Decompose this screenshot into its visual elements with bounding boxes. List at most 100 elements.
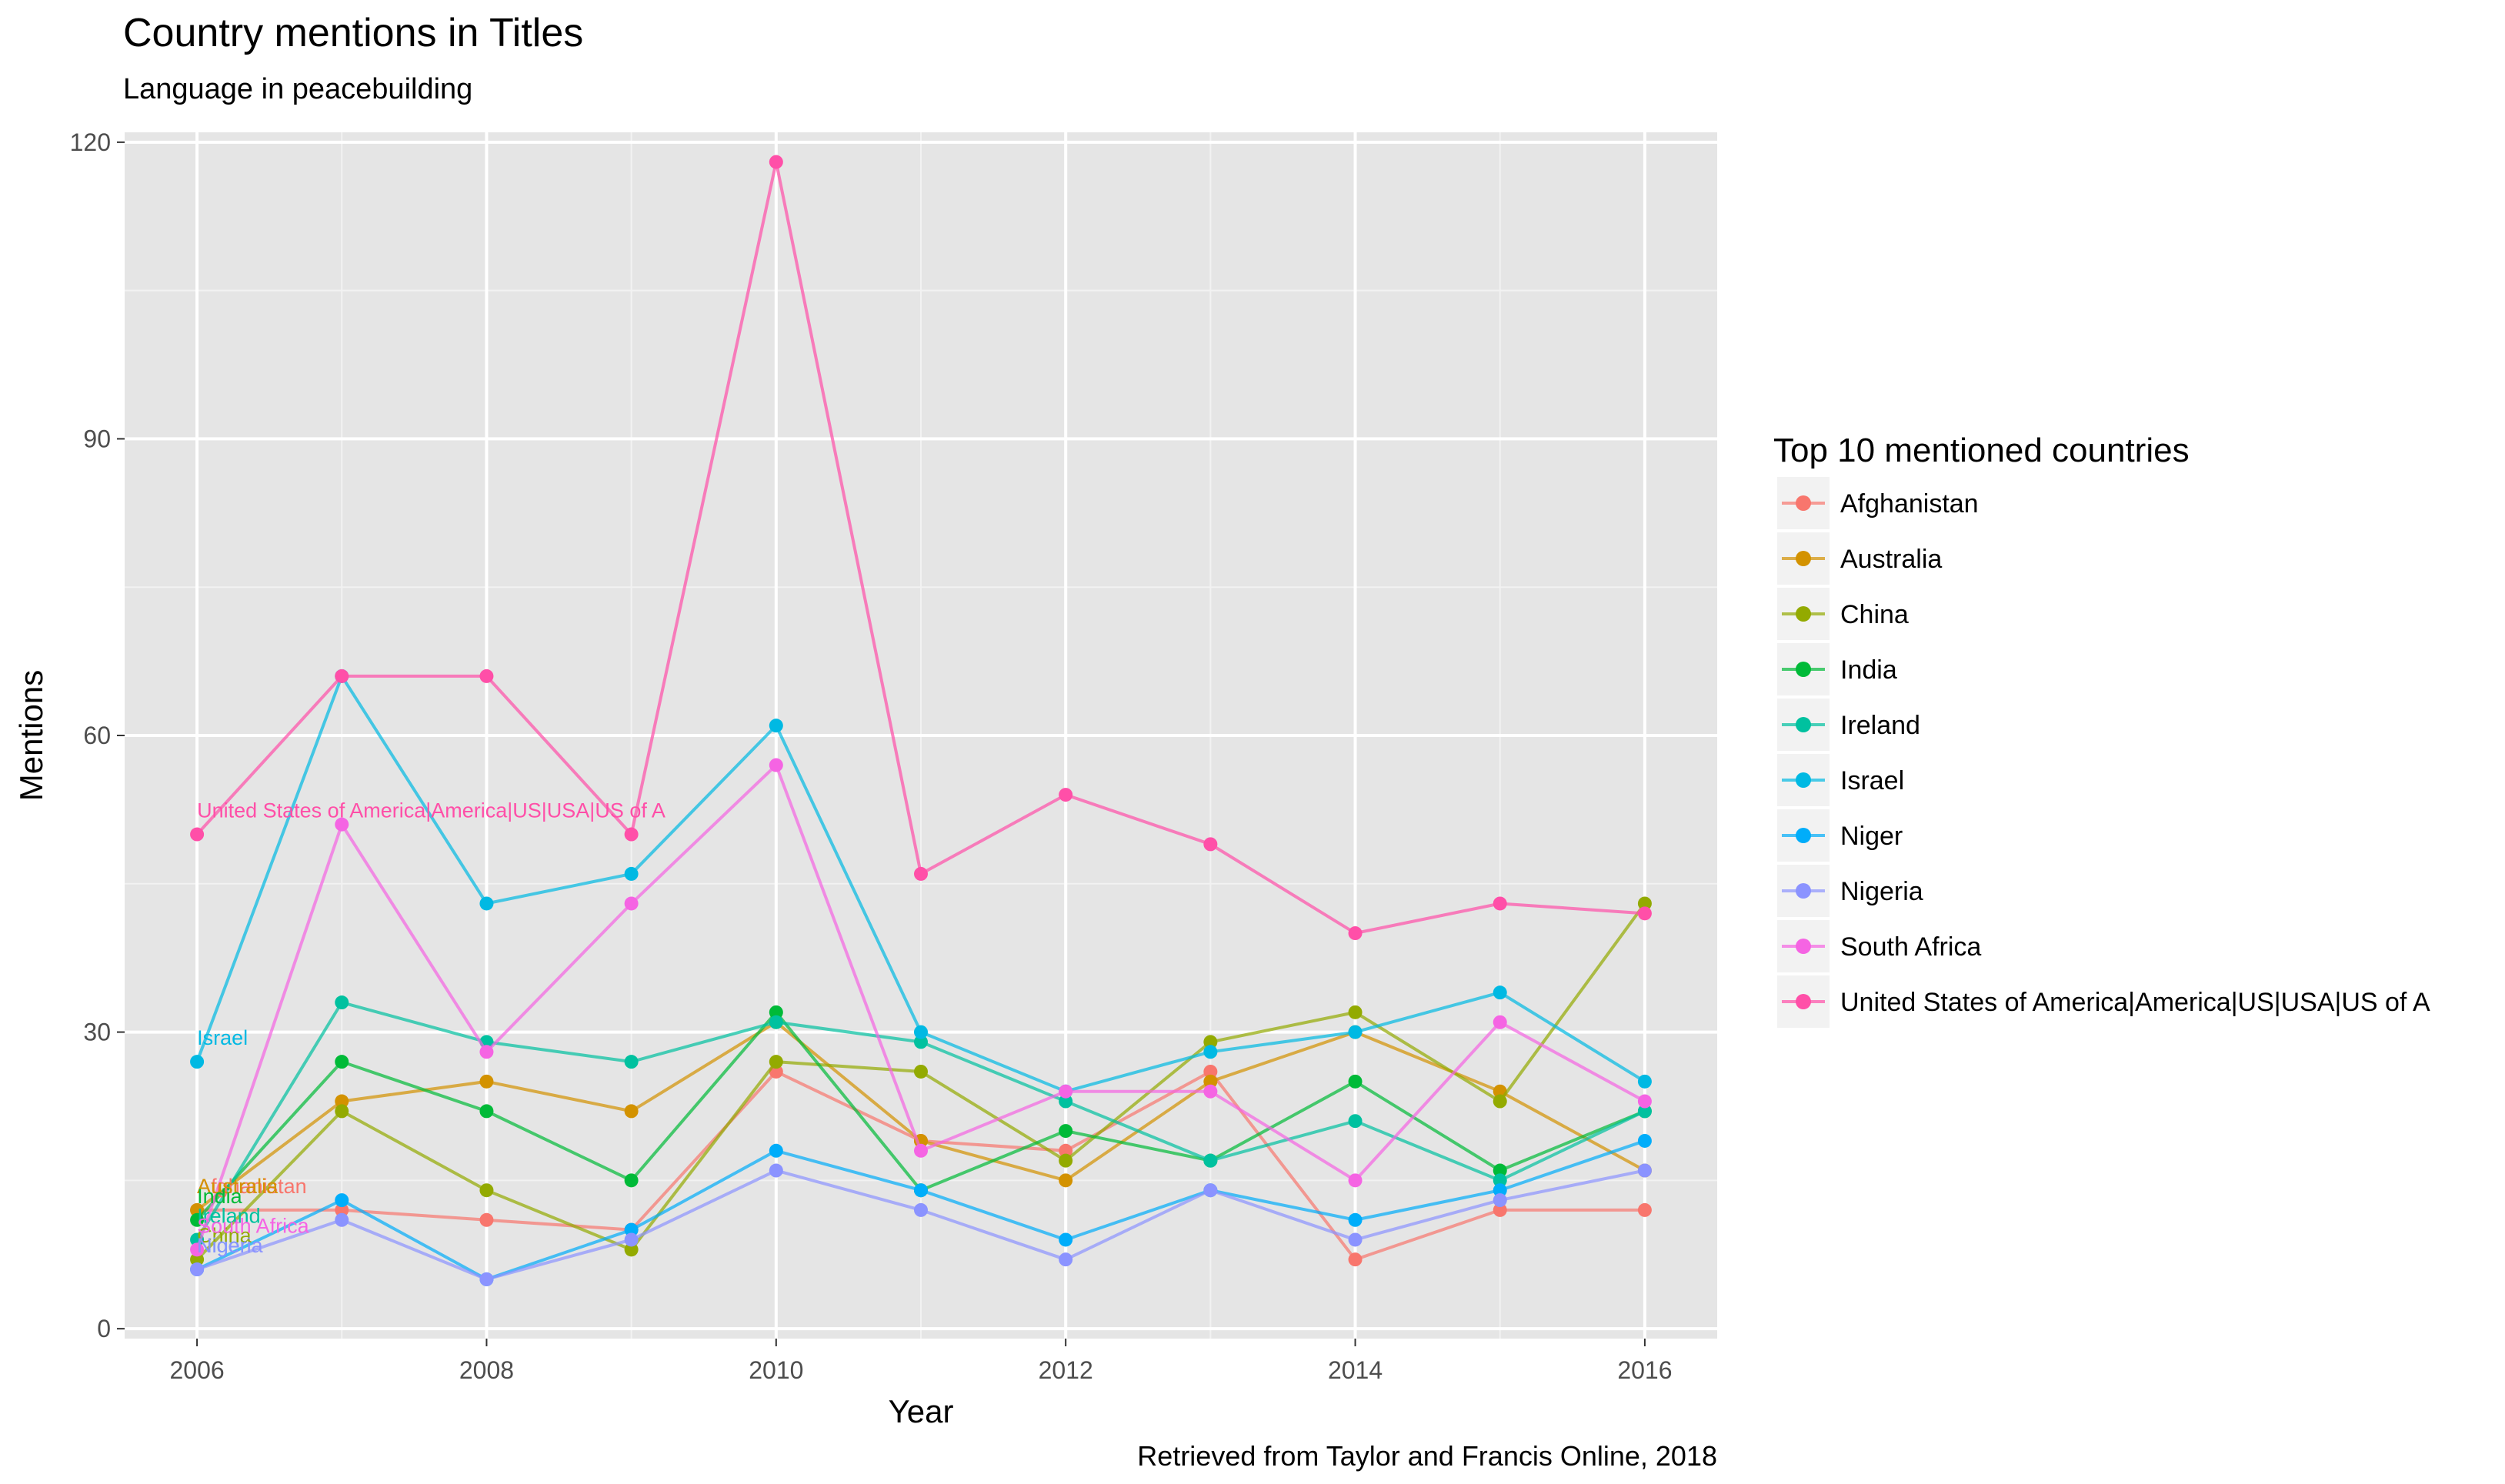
legend-item-australia: Australia bbox=[1777, 532, 1942, 585]
data-point bbox=[1637, 906, 1652, 921]
legend-item-ireland: Ireland bbox=[1777, 699, 1920, 751]
data-point bbox=[1203, 1153, 1218, 1168]
y-tick-label: 120 bbox=[70, 128, 111, 156]
data-point bbox=[190, 1262, 205, 1277]
series-start-label: United States of America|America|US|USA|… bbox=[197, 799, 665, 822]
series-united-states-of-america-america-us-usa-us-of-a bbox=[190, 155, 1652, 941]
data-point bbox=[1348, 1173, 1363, 1188]
data-point bbox=[479, 1074, 494, 1089]
y-axis-title: Mentions bbox=[13, 670, 49, 801]
data-point bbox=[769, 155, 783, 169]
data-point bbox=[335, 669, 349, 683]
data-point bbox=[190, 827, 205, 842]
series-start-label: Afghanistan bbox=[197, 1175, 307, 1198]
data-point bbox=[624, 1232, 639, 1247]
series-start-label: Australia bbox=[197, 1175, 279, 1198]
data-point bbox=[624, 1173, 639, 1188]
data-point bbox=[769, 1143, 783, 1158]
legend-label: South Africa bbox=[1840, 932, 1981, 962]
data-point bbox=[624, 1222, 639, 1237]
x-tick-label: 2014 bbox=[1328, 1356, 1383, 1384]
data-point bbox=[1348, 1005, 1363, 1019]
data-point bbox=[914, 1202, 928, 1217]
data-point bbox=[1348, 1025, 1363, 1039]
data-point bbox=[914, 1025, 928, 1039]
legend-label: Israel bbox=[1840, 766, 1904, 795]
data-point bbox=[1059, 788, 1073, 802]
data-point bbox=[1059, 1252, 1073, 1267]
legend-key-point bbox=[1796, 883, 1811, 899]
data-point bbox=[1203, 1035, 1218, 1049]
legend-label: India bbox=[1840, 655, 1897, 685]
data-point bbox=[1203, 1064, 1218, 1079]
data-point bbox=[479, 1104, 494, 1119]
data-point bbox=[624, 827, 639, 842]
data-point bbox=[190, 1202, 205, 1217]
data-point bbox=[1493, 1173, 1507, 1188]
data-point bbox=[335, 1094, 349, 1109]
data-point bbox=[1637, 1094, 1652, 1109]
data-point bbox=[479, 1212, 494, 1227]
legend-label: Nigeria bbox=[1840, 877, 1923, 906]
data-point bbox=[479, 669, 494, 683]
series-start-label: Israel bbox=[197, 1026, 248, 1049]
data-point bbox=[1348, 1074, 1363, 1089]
data-point bbox=[624, 1242, 639, 1257]
data-point bbox=[624, 1055, 639, 1069]
data-point bbox=[624, 866, 639, 881]
data-point bbox=[1348, 1114, 1363, 1129]
data-point bbox=[769, 758, 783, 772]
chart-title: Country mentions in Titles bbox=[123, 11, 583, 55]
data-point bbox=[335, 995, 349, 1010]
data-point bbox=[1493, 1015, 1507, 1029]
data-point bbox=[1493, 1183, 1507, 1198]
legend-item-india: India bbox=[1777, 643, 1897, 695]
data-point bbox=[335, 817, 349, 832]
data-point bbox=[1637, 1104, 1652, 1119]
data-point bbox=[1493, 1193, 1507, 1208]
data-point bbox=[479, 1045, 494, 1059]
legend-key-point bbox=[1796, 495, 1811, 511]
data-point bbox=[1203, 1183, 1218, 1198]
series-start-label: Ireland bbox=[197, 1204, 261, 1227]
data-point bbox=[1203, 1084, 1218, 1099]
series-start-label: South Africa bbox=[197, 1214, 310, 1237]
series-start-label: China bbox=[197, 1224, 252, 1247]
legend-key-point bbox=[1796, 551, 1811, 566]
data-point bbox=[1493, 1163, 1507, 1178]
data-point bbox=[914, 866, 928, 881]
series-south-africa bbox=[190, 758, 1652, 1257]
data-point bbox=[1348, 1252, 1363, 1267]
y-tick-label: 30 bbox=[83, 1019, 111, 1046]
data-point bbox=[190, 1055, 205, 1069]
x-tick-label: 2010 bbox=[749, 1356, 803, 1384]
legend-key-point bbox=[1796, 606, 1811, 622]
data-point bbox=[1348, 1212, 1363, 1227]
data-point bbox=[1637, 1202, 1652, 1217]
legend-key-point bbox=[1796, 994, 1811, 1009]
y-tick-label: 0 bbox=[97, 1315, 111, 1342]
data-point bbox=[1059, 1094, 1073, 1109]
legend-item-united-states-of-america-america-us-usa-us-of-a: United States of America|America|US|USA|… bbox=[1777, 975, 2430, 1028]
data-point bbox=[624, 896, 639, 911]
legend-label: Ireland bbox=[1840, 711, 1920, 740]
data-point bbox=[479, 1272, 494, 1286]
legend-item-israel: Israel bbox=[1777, 754, 1904, 806]
data-point bbox=[1493, 896, 1507, 911]
chart-subtitle: Language in peacebuilding bbox=[123, 73, 472, 105]
legend: Top 10 mentioned countries Afghanistan Au… bbox=[1773, 432, 2430, 1028]
x-axis-ticks: 2006 2008 2010 2012 2014 2016 bbox=[169, 1339, 1673, 1384]
series-china bbox=[190, 896, 1652, 1267]
legend-item-niger: Niger bbox=[1777, 809, 1903, 862]
series-start-label: India bbox=[197, 1185, 243, 1208]
data-point bbox=[914, 1064, 928, 1079]
y-tick-label: 90 bbox=[83, 425, 111, 452]
data-point bbox=[624, 1104, 639, 1119]
data-point bbox=[1637, 1163, 1652, 1178]
data-point bbox=[1493, 1094, 1507, 1109]
data-point bbox=[1059, 1084, 1073, 1099]
x-axis-title: Year bbox=[889, 1393, 954, 1429]
data-point bbox=[1203, 1074, 1218, 1089]
legend-key-point bbox=[1796, 828, 1811, 843]
